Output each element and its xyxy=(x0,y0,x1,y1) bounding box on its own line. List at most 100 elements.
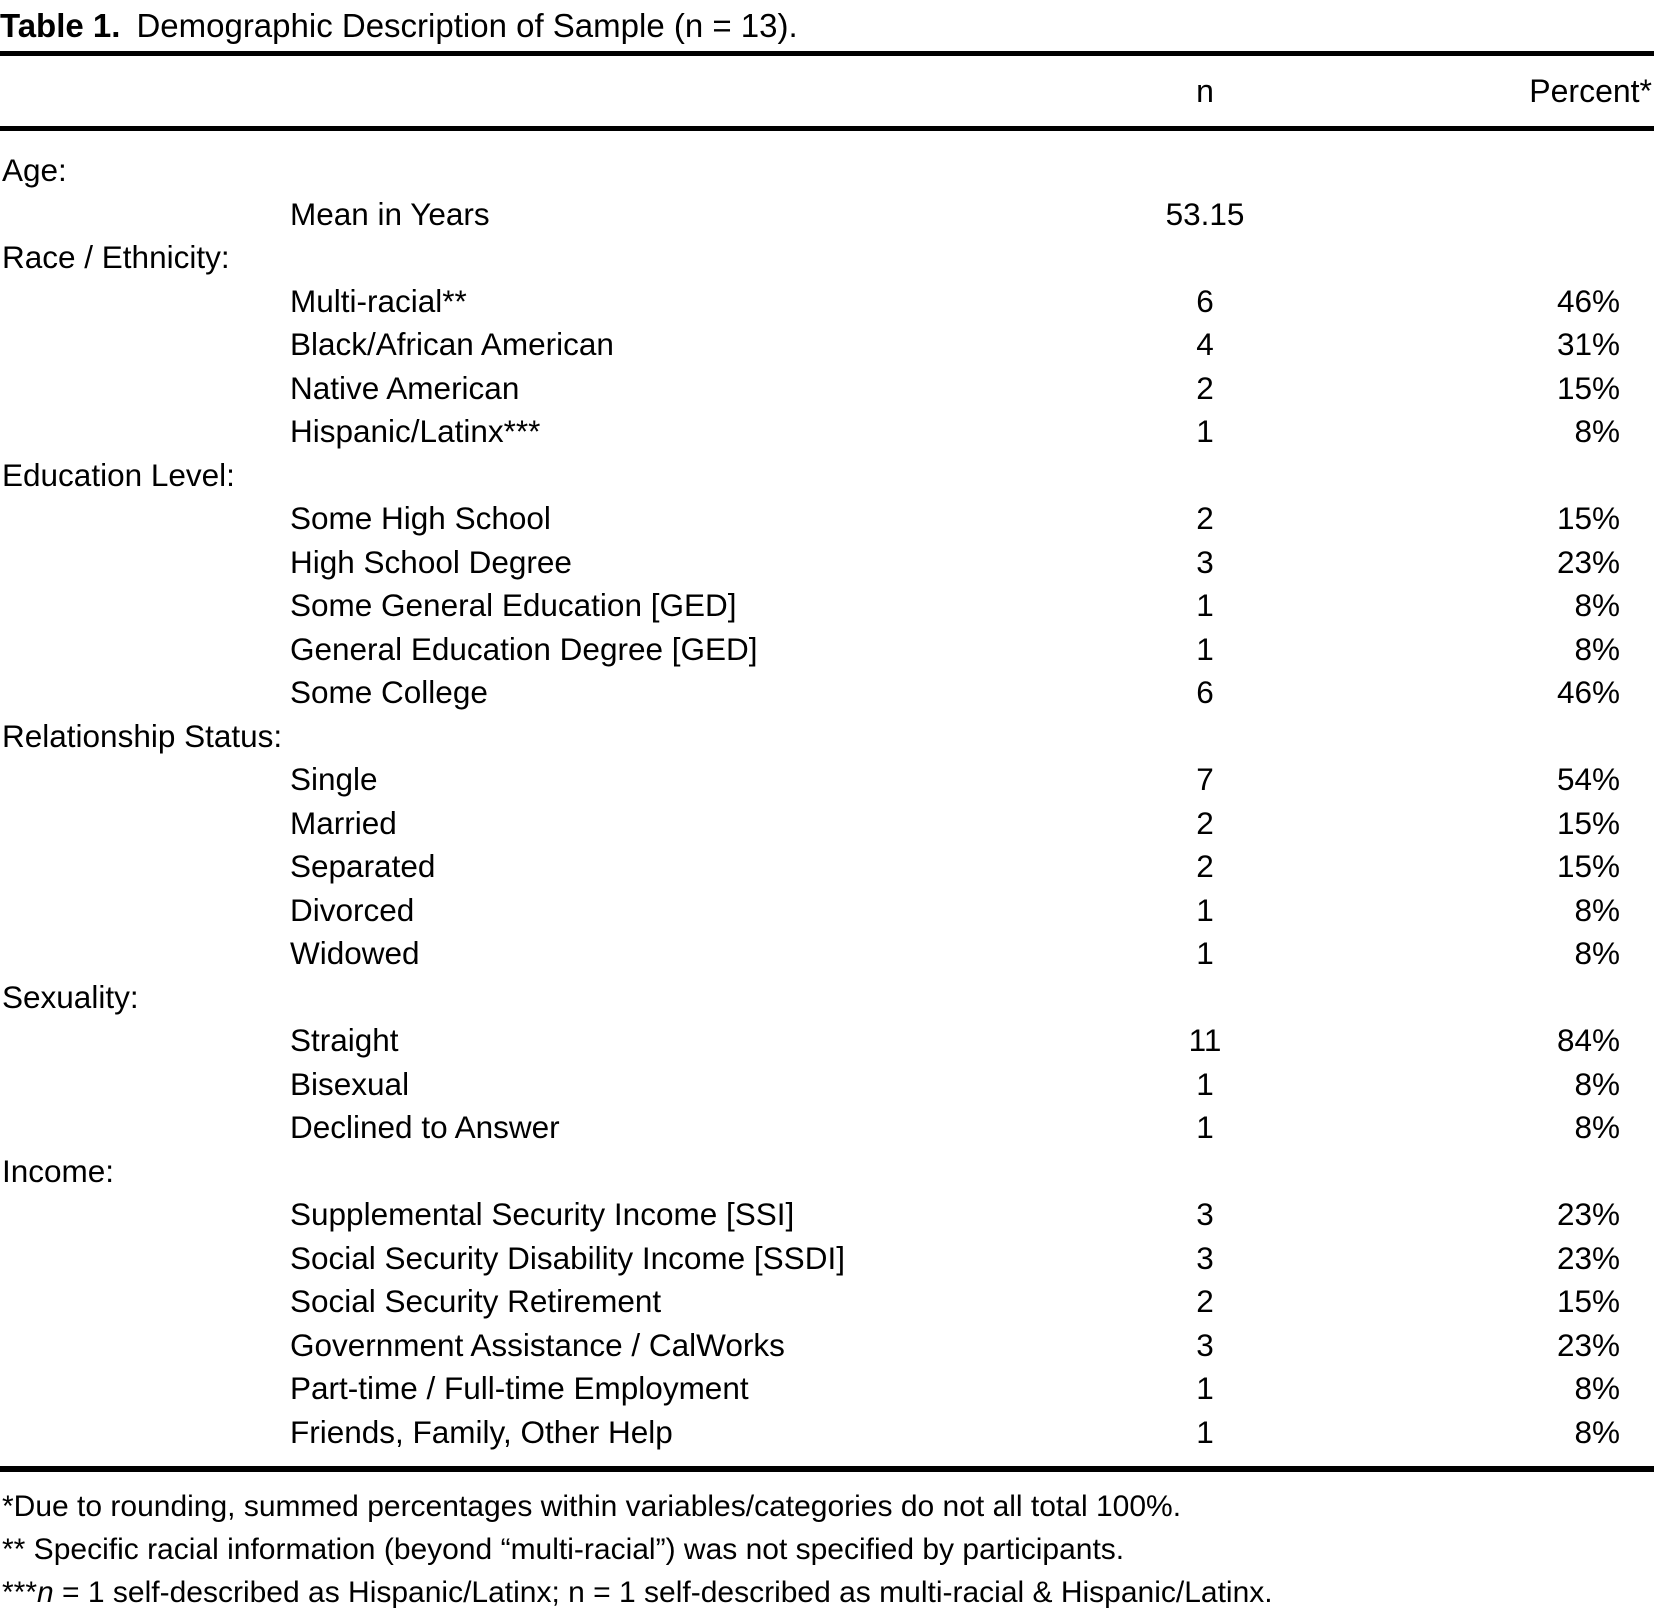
row-label: Social Security Disability Income [SSDI] xyxy=(290,1239,845,1276)
table-row: High School Degree 3 23% xyxy=(0,541,1654,585)
table-row: Hispanic/Latinx*** 1 8% xyxy=(0,410,1654,454)
row-n-value: 1 xyxy=(1196,1370,1214,1407)
row-n-value: 3 xyxy=(1196,1326,1214,1363)
row-label: Some High School xyxy=(290,500,551,537)
section-row: Race / Ethnicity: xyxy=(0,236,1654,280)
footnote-segment: *** xyxy=(2,1576,38,1609)
table-row: Part-time / Full-time Employment 1 8% xyxy=(0,1367,1654,1411)
footnote-segment: ** Specific racial information (beyond “… xyxy=(2,1533,1125,1566)
row-n-value: 2 xyxy=(1196,848,1214,885)
row-label: Separated xyxy=(290,848,436,885)
footnote-line: ** Specific racial information (beyond “… xyxy=(0,1528,1654,1571)
row-percent-value: 8% xyxy=(1574,630,1620,667)
row-percent-value: 46% xyxy=(1556,674,1620,711)
table-row: Some High School 2 15% xyxy=(0,497,1654,541)
section-label: Income: xyxy=(2,1152,115,1189)
section-label: Sexuality: xyxy=(2,978,139,1015)
row-label: Government Assistance / CalWorks xyxy=(290,1326,785,1363)
row-label: Divorced xyxy=(290,891,415,928)
section-label: Age: xyxy=(2,152,67,189)
table-row: Supplemental Security Income [SSI] 3 23% xyxy=(0,1193,1654,1237)
row-percent-value: 23% xyxy=(1556,1326,1620,1363)
row-percent-value: 15% xyxy=(1556,369,1620,406)
row-n-value: 3 xyxy=(1196,1239,1214,1276)
table-row: Some College 6 46% xyxy=(0,671,1654,715)
row-percent-value: 84% xyxy=(1556,1022,1620,1059)
row-percent-value: 8% xyxy=(1574,1065,1620,1102)
table-number-label: Table 1. xyxy=(0,7,121,44)
top-rule xyxy=(0,51,1654,56)
footnote-line: *Due to rounding, summed percentages wit… xyxy=(0,1485,1654,1528)
section-label: Education Level: xyxy=(2,456,235,493)
table-row: General Education Degree [GED] 1 8% xyxy=(0,628,1654,672)
row-label: Some College xyxy=(290,674,488,711)
row-percent-value: 15% xyxy=(1556,848,1620,885)
row-n-value: 1 xyxy=(1196,1109,1214,1146)
table-row: Mean in Years 53.15 xyxy=(0,193,1654,237)
footnote-segment: *Due to rounding, summed percentages wit… xyxy=(2,1490,1182,1523)
row-label: General Education Degree [GED] xyxy=(290,630,758,667)
row-label: Part-time / Full-time Employment xyxy=(290,1370,749,1407)
footnote-segment: = 1 self-described as Hispanic/Latinx; n… xyxy=(53,1576,1273,1609)
row-percent-value: 15% xyxy=(1556,1283,1620,1320)
table-row: Widowed 1 8% xyxy=(0,932,1654,976)
row-label: Single xyxy=(290,761,378,798)
section-row: Sexuality: xyxy=(0,976,1654,1020)
row-label: Native American xyxy=(290,369,520,406)
section-row: Income: xyxy=(0,1150,1654,1194)
row-percent-value: 31% xyxy=(1556,326,1620,363)
section-row: Relationship Status: xyxy=(0,715,1654,759)
row-n-value: 3 xyxy=(1196,543,1214,580)
row-percent-value: 46% xyxy=(1556,282,1620,319)
row-percent-value: 8% xyxy=(1574,935,1620,972)
row-n-value: 4 xyxy=(1196,326,1214,363)
row-percent-value: 8% xyxy=(1574,587,1620,624)
row-n-value: 1 xyxy=(1196,891,1214,928)
row-n-value: 2 xyxy=(1196,369,1214,406)
row-n-value: 11 xyxy=(1188,1022,1222,1059)
row-n-value: 1 xyxy=(1196,935,1214,972)
table-row: Friends, Family, Other Help 1 8% xyxy=(0,1411,1654,1455)
row-n-value: 3 xyxy=(1196,1196,1214,1233)
table-row: Straight 11 84% xyxy=(0,1019,1654,1063)
table-row: Separated 2 15% xyxy=(0,845,1654,889)
footnotes: *Due to rounding, summed percentages wit… xyxy=(0,1472,1654,1614)
row-percent-value: 15% xyxy=(1556,500,1620,537)
row-n-value: 1 xyxy=(1196,1065,1214,1102)
table-header-row: n Percent* xyxy=(0,56,1654,126)
table-row: Single 7 54% xyxy=(0,758,1654,802)
row-label: Friends, Family, Other Help xyxy=(290,1413,673,1450)
table-title-text: Demographic Description of Sample (n = 1… xyxy=(136,7,798,44)
section-row: Age: xyxy=(0,149,1654,193)
section-row: Education Level: xyxy=(0,454,1654,498)
row-percent-value: 23% xyxy=(1556,1196,1620,1233)
row-n-value: 1 xyxy=(1196,1413,1214,1450)
row-label: High School Degree xyxy=(290,543,572,580)
row-n-value: 2 xyxy=(1196,1283,1214,1320)
table-body: Age: Mean in Years 53.15 Race / Ethnicity: M… xyxy=(0,131,1654,1454)
row-percent-value: 8% xyxy=(1574,1109,1620,1146)
row-percent-value: 23% xyxy=(1556,1239,1620,1276)
footnote-segment: n xyxy=(37,1576,54,1609)
row-label: Black/African American xyxy=(290,326,614,363)
table-title: Table 1. Demographic Description of Sampl… xyxy=(0,0,1654,51)
row-n-value: 7 xyxy=(1196,761,1214,798)
table-row: Government Assistance / CalWorks 3 23% xyxy=(0,1324,1654,1368)
table-row: Some General Education [GED] 1 8% xyxy=(0,584,1654,628)
row-percent-value: 8% xyxy=(1574,413,1620,450)
row-label: Some General Education [GED] xyxy=(290,587,737,624)
row-n-value: 1 xyxy=(1196,630,1214,667)
section-label: Relationship Status: xyxy=(2,717,283,754)
table-row: Social Security Disability Income [SSDI]… xyxy=(0,1237,1654,1281)
row-n-value: 2 xyxy=(1196,804,1214,841)
column-header-percent: Percent* xyxy=(1529,72,1652,109)
header-rule xyxy=(0,126,1654,131)
table-row: Declined to Answer 1 8% xyxy=(0,1106,1654,1150)
row-percent-value: 15% xyxy=(1556,804,1620,841)
row-n-value: 1 xyxy=(1196,587,1214,624)
row-label: Declined to Answer xyxy=(290,1109,560,1146)
table-row: Divorced 1 8% xyxy=(0,889,1654,933)
column-header-n: n xyxy=(1196,72,1214,109)
row-n-value: 2 xyxy=(1196,500,1214,537)
